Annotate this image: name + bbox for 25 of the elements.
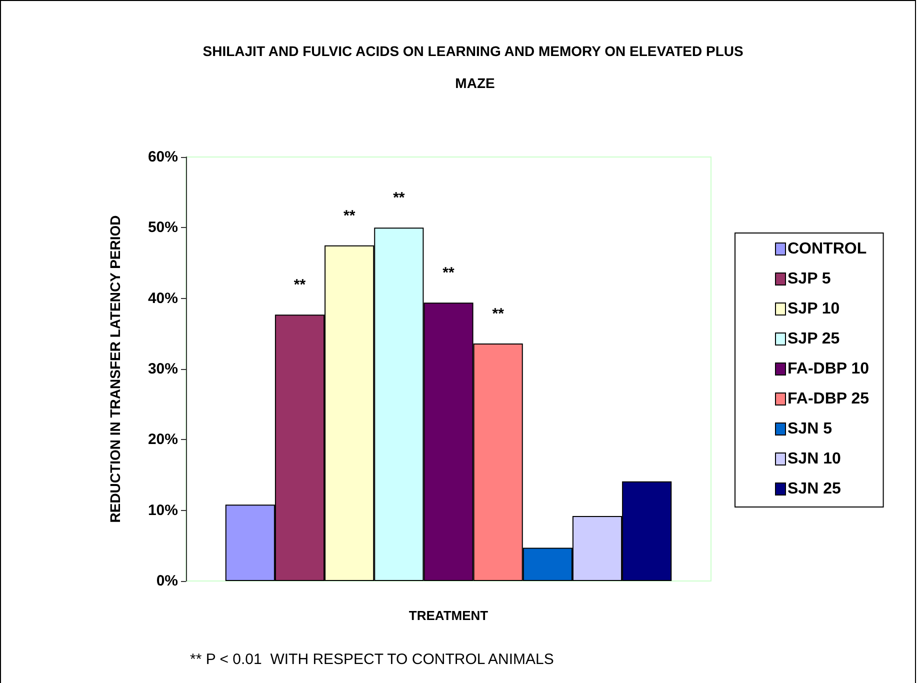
legend-label: CONTROL — [788, 240, 867, 258]
data-label: ** — [492, 306, 504, 323]
legend-label: SJP 10 — [788, 300, 840, 318]
y-tick-label: 60% — [148, 148, 178, 166]
y-axis-title: REDUCTION IN TRANSFER LATENCY PERIOD — [107, 215, 123, 523]
data-label: ** — [294, 276, 306, 294]
y-tick-label: 20% — [148, 431, 178, 448]
x-axis-title: TREATMENT — [408, 608, 488, 623]
y-tick-label: 40% — [148, 290, 178, 307]
legend-label: FA-DBP 10 — [788, 360, 870, 378]
chart-title: SHILAJIT AND FULVIC ACIDS ON LEARNING AND MEMORY ON ELEVATED PLUS MAZE — [202, 43, 748, 91]
y-tick-label: 50% — [148, 219, 178, 236]
legend-label: SJN 10 — [788, 450, 841, 468]
data-label: ** — [442, 264, 454, 282]
legend-label: SJN 25 — [788, 480, 841, 498]
y-tick-label: 0% — [156, 572, 178, 590]
legend-label: FA-DBP 25 — [788, 390, 870, 408]
legend-label: SJP 5 — [788, 270, 831, 288]
y-tick-label: 30% — [148, 360, 178, 378]
data-label: ** — [343, 207, 356, 224]
legend-label: SJN 5 — [788, 420, 832, 438]
legend-label: SJP 25 — [788, 330, 840, 348]
text: ** P < 0.01 WITH RESPECT TO CONTROL ANIMALS — [190, 651, 554, 668]
y-tick-label: 10% — [148, 502, 178, 519]
data-label: ** — [393, 190, 405, 207]
